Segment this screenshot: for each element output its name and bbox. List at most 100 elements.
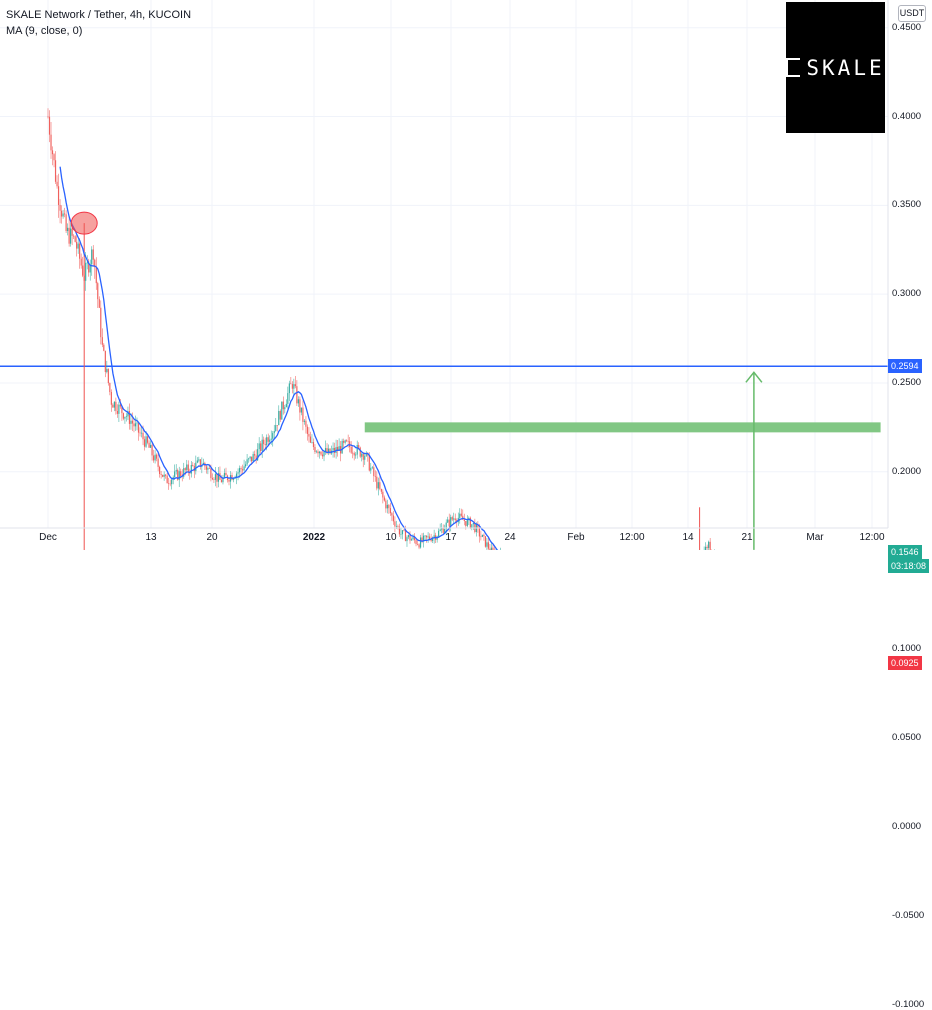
candle-body [400, 534, 402, 535]
candle-body [320, 451, 322, 455]
candle-body [166, 475, 168, 484]
candle-body [97, 283, 99, 300]
skale-logo-text: SKALE [806, 55, 885, 80]
candle-body [225, 472, 227, 476]
candle-body [403, 530, 405, 531]
candle-body [472, 522, 474, 525]
y-tick-label: 0.2500 [892, 376, 922, 388]
candle-body [54, 160, 57, 182]
candle-body [478, 527, 480, 537]
candle-body [705, 546, 707, 550]
candlesticks [47, 108, 715, 550]
candle-body [373, 467, 375, 477]
candle-body [246, 459, 248, 465]
candle-body [432, 537, 434, 541]
candle-body [193, 465, 195, 472]
candle-body [115, 401, 117, 411]
symbol-title[interactable]: SKALE Network / Tether, 4h, KUCOIN [6, 9, 192, 21]
candle-body [308, 433, 310, 437]
candle-body [404, 530, 407, 542]
candle-body [329, 448, 331, 454]
candle-body [258, 443, 260, 450]
candle-body [63, 213, 66, 215]
candle-body [180, 471, 182, 477]
y-tick-label: 0.4500 [892, 21, 922, 33]
candle-body [424, 535, 426, 537]
candle-body [68, 227, 70, 244]
candle-body [190, 465, 192, 474]
candle-body [445, 522, 447, 530]
candle-body [142, 432, 144, 440]
candle-body [162, 474, 164, 477]
candle-body [124, 416, 126, 419]
candle-body [433, 535, 435, 538]
y-tick-label: 0.1000 [892, 643, 922, 655]
ma-line [59, 166, 499, 550]
candle-body [119, 404, 121, 407]
candle-body [89, 264, 91, 273]
candle-body [327, 448, 330, 454]
candle-body [377, 482, 379, 489]
candle-body [128, 411, 131, 424]
candle-body [299, 399, 301, 413]
candle-body [109, 383, 111, 393]
y-tick-label: -0.1000 [892, 998, 925, 1010]
candle-body [394, 521, 396, 527]
skale-logo: SKALE [786, 2, 885, 133]
candle-body [82, 265, 84, 276]
candle-body [238, 468, 241, 473]
candle-body [413, 537, 416, 541]
candle-body [249, 456, 251, 459]
candle-body [294, 384, 296, 387]
candle-body [159, 466, 161, 475]
candle-body [177, 469, 179, 480]
candle-body [222, 477, 224, 483]
candle-body [346, 440, 348, 442]
candle-body [356, 445, 358, 455]
candle-body [263, 439, 265, 445]
candle-body [459, 513, 461, 518]
candle-body [113, 401, 115, 408]
candle-body [229, 475, 232, 482]
candle-body [365, 452, 367, 456]
candle-body [305, 420, 307, 427]
candle-body [302, 407, 304, 422]
candle-body [471, 524, 473, 529]
y-tick-label: 0.0500 [892, 732, 922, 744]
candle-body [241, 469, 244, 471]
candle-body [323, 451, 325, 457]
candle-body [51, 150, 54, 155]
candle-body [419, 537, 422, 548]
candle-body [288, 383, 290, 394]
candle-body [361, 453, 363, 457]
candle-body [474, 522, 476, 533]
candle-body [481, 534, 483, 537]
indicator-label[interactable]: MA (9, close, 0) [6, 25, 83, 37]
candle-body [260, 443, 262, 451]
candle-body [468, 517, 470, 520]
candle-body [438, 530, 440, 537]
candle-body [127, 411, 129, 417]
candle-body [306, 426, 309, 434]
candle-body [101, 337, 103, 345]
x-tick-label: 10 [385, 532, 397, 543]
candle-body [359, 447, 361, 457]
candle-body [401, 530, 404, 535]
candle-body [410, 539, 413, 541]
price-chart[interactable] [0, 0, 932, 550]
candle-body [174, 471, 176, 478]
candle-body [392, 515, 395, 522]
x-tick-label: 12:00 [859, 532, 885, 543]
y-tick-label: 0.0000 [892, 820, 922, 832]
candle-body [70, 228, 72, 244]
candle-body [416, 543, 419, 545]
candle-body [106, 368, 108, 372]
candle-body [199, 459, 201, 467]
candle-body [282, 401, 284, 410]
candle-body [297, 399, 299, 404]
candle-body [270, 438, 272, 440]
candle-body [293, 384, 295, 389]
candle-body [451, 517, 453, 520]
candle-body [425, 535, 428, 538]
currency-button[interactable]: USDT [898, 5, 926, 22]
